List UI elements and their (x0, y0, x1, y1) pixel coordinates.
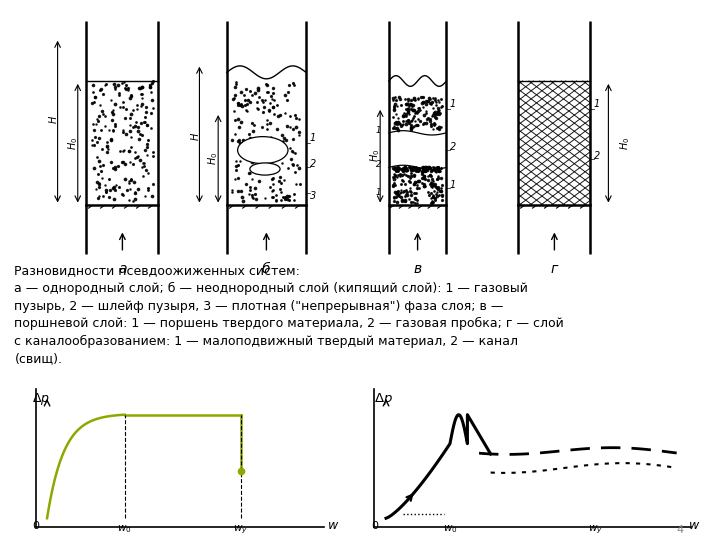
Text: 1: 1 (376, 126, 381, 135)
Text: $а$: $а$ (117, 262, 127, 276)
Text: 1: 1 (376, 188, 381, 197)
Text: $в$: $в$ (413, 262, 423, 276)
Text: $\Delta p$: $\Delta p$ (374, 391, 393, 407)
Text: $б$: $б$ (261, 260, 271, 276)
Text: 2: 2 (310, 159, 316, 170)
Text: 1: 1 (450, 180, 456, 190)
Text: 1: 1 (594, 99, 600, 109)
Text: $H_0$: $H_0$ (618, 137, 631, 150)
Text: $\Delta p$: $\Delta p$ (32, 391, 50, 407)
Ellipse shape (238, 137, 288, 164)
Text: $w_y$: $w_y$ (233, 524, 248, 536)
Text: 4: 4 (677, 524, 684, 535)
Text: 0: 0 (32, 521, 40, 531)
Text: $H_0$: $H_0$ (207, 152, 220, 165)
Text: $w$: $w$ (688, 518, 701, 531)
Text: $H$: $H$ (189, 132, 201, 141)
Text: $H_0$: $H_0$ (66, 137, 80, 150)
Text: Разновидности псевдоожиженных систем:
а — однородный слой; б — неоднородный слой: Разновидности псевдоожиженных систем: а … (14, 265, 564, 366)
Text: $г$: $г$ (550, 262, 559, 276)
Text: $w_0$: $w_0$ (443, 524, 457, 536)
Text: 1: 1 (310, 133, 316, 144)
Text: $H_0$: $H_0$ (369, 148, 382, 162)
Ellipse shape (250, 163, 280, 175)
Text: $H$: $H$ (47, 114, 59, 124)
Text: $w$: $w$ (327, 518, 339, 531)
Text: 0: 0 (371, 521, 378, 531)
Text: 2: 2 (594, 151, 600, 161)
Text: 1: 1 (450, 99, 456, 109)
Text: 2: 2 (376, 160, 381, 170)
Text: $w_0$: $w_0$ (117, 524, 132, 536)
Text: 2: 2 (450, 142, 456, 152)
Text: $w_y$: $w_y$ (588, 524, 603, 536)
Text: 3: 3 (310, 191, 316, 200)
